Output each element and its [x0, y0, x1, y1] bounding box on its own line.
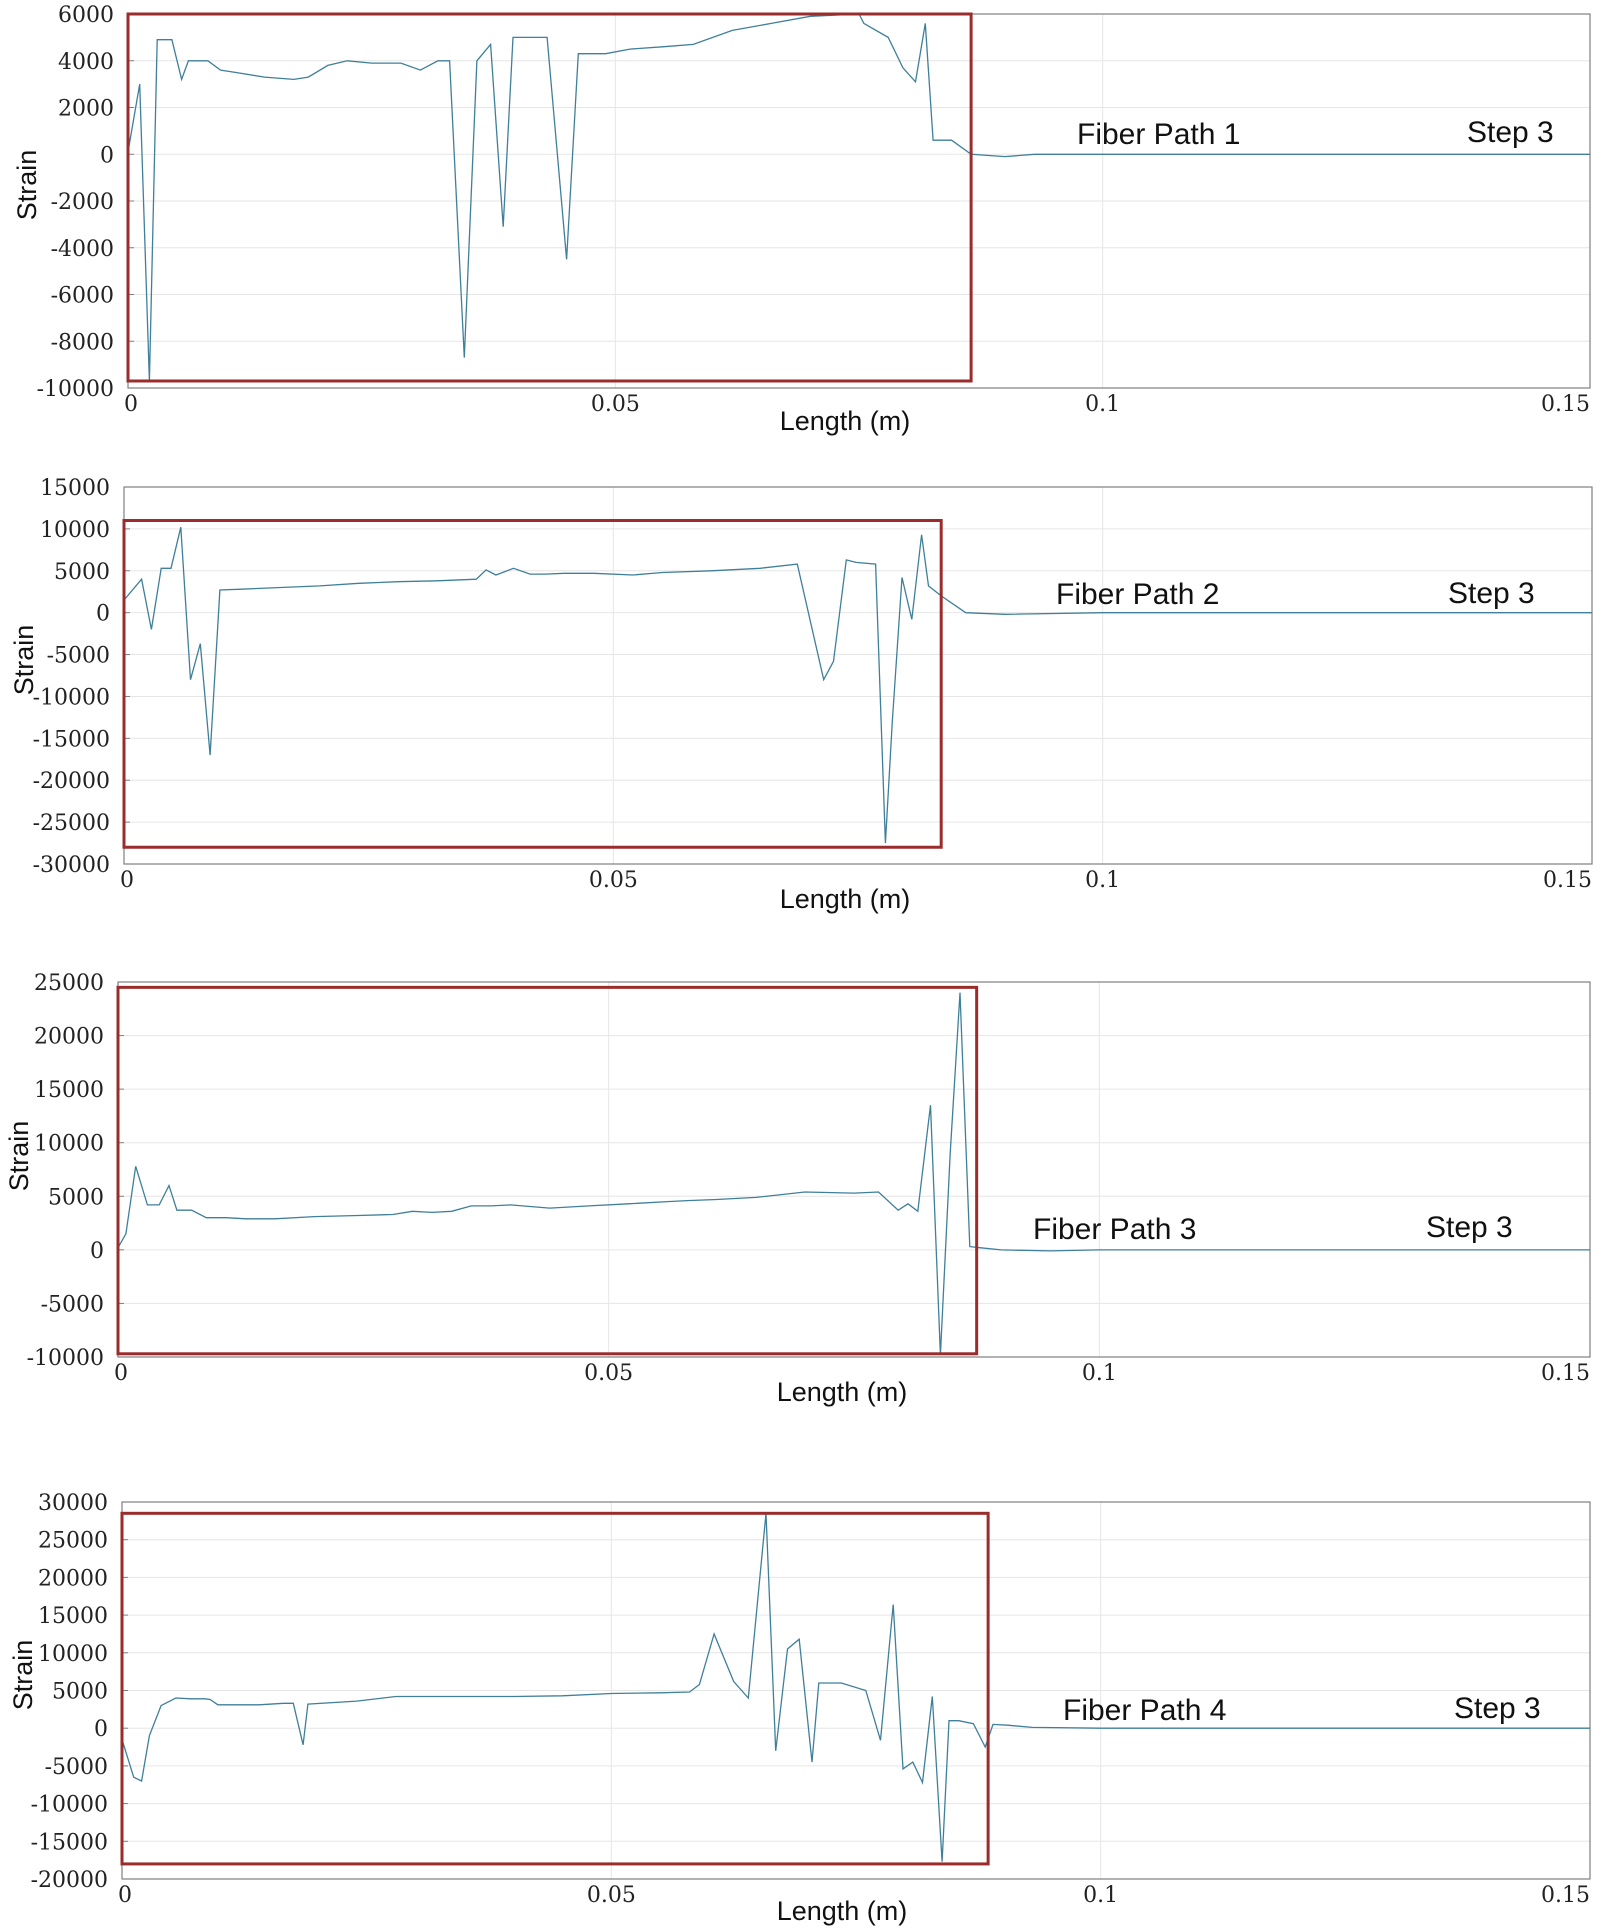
fiber-path-3-chart: 25000 20000 15000 10000 5000 0 -5000 -10000 0 0.0…	[4, 971, 1591, 1407]
chart-3-ytick-label: 20000	[34, 1025, 104, 1050]
chart-4-ytick-label: 30000	[38, 1491, 108, 1516]
chart-4-xlabel: Length (m)	[777, 1896, 908, 1926]
fiber-path-2-chart: 15000 10000 5000 0 -5000 -10000 -15000 -20000 -2…	[9, 476, 1593, 914]
chart-1-ytick-label: -4000	[51, 237, 114, 262]
chart-4-path-annotation: Fiber Path 4	[1063, 1694, 1226, 1727]
chart-3-ytick-label: 0	[90, 1239, 104, 1264]
chart-4-ytick-label: -15000	[31, 1830, 108, 1855]
chart-2-xtick-label: 0.15	[1543, 868, 1592, 893]
chart-1-ytick-label: -8000	[51, 330, 114, 355]
chart-2-ytick-label: -15000	[33, 727, 110, 752]
chart-3-ylabel: Strain	[4, 1121, 34, 1192]
fiber-path-4-chart: 30000 25000 20000 15000 10000 5000 0 -5000 -1000…	[8, 1491, 1591, 1926]
chart-4-ytick-label: 10000	[38, 1642, 108, 1667]
chart-4-xtick-label: 0.1	[1083, 1883, 1118, 1908]
chart-2-ytick-label: 0	[96, 602, 110, 627]
chart-4-series-line	[121, 1513, 1590, 1862]
chart-1-ytick-label: 2000	[58, 97, 114, 122]
chart-4-ylabel: Strain	[8, 1640, 38, 1711]
chart-1-xlabel: Length (m)	[780, 406, 911, 436]
chart-1-ytick-label: -2000	[51, 190, 114, 215]
chart-1-xtick-label: 0.15	[1541, 392, 1590, 417]
chart-4-xtick-label: 0.15	[1541, 1883, 1590, 1908]
chart-1-step-annotation: Step 3	[1467, 116, 1554, 149]
chart-2-step-annotation: Step 3	[1448, 577, 1535, 610]
chart-3-xtick-label: 0	[114, 1361, 128, 1386]
chart-2-ytick-label: -25000	[33, 811, 110, 836]
chart-3-ytick-label: 15000	[34, 1078, 104, 1103]
chart-1-ytick-label: 6000	[58, 3, 114, 28]
chart-1-ytick-label: 0	[100, 143, 114, 168]
chart-2-xtick-label: 0.1	[1085, 868, 1120, 893]
chart-2-ytick-label: -20000	[33, 769, 110, 794]
chart-4-ytick-label: 25000	[38, 1529, 108, 1554]
chart-3-highlight-box	[116, 985, 979, 1356]
chart-1-xtick-label: 0.1	[1085, 392, 1120, 417]
chart-2-ytick-label: -30000	[33, 853, 110, 878]
chart-1-xtick-label: 0	[124, 392, 138, 417]
chart-3-xtick-label: 0.1	[1082, 1361, 1117, 1386]
chart-3-xtick-label: 0.15	[1541, 1361, 1590, 1386]
chart-3-ytick-label: 10000	[34, 1132, 104, 1157]
chart-4-ytick-label: -20000	[31, 1868, 108, 1893]
chart-2-xlabel: Length (m)	[780, 884, 911, 914]
chart-1-ytick-label: 4000	[58, 50, 114, 75]
chart-1-path-annotation: Fiber Path 1	[1077, 118, 1240, 151]
chart-4-highlight-box	[120, 1511, 990, 1866]
chart-3-ytick-label: 25000	[34, 971, 104, 996]
chart-3-plot-frame	[117, 981, 1591, 1358]
fiber-path-1-chart: 6000 4000 2000 0 -2000 -4000 -6000 -8000 -10000 0…	[12, 3, 1591, 436]
chart-2-xtick-label: 0.05	[589, 868, 638, 893]
chart-2-ytick-label: -10000	[33, 685, 110, 710]
chart-4-ytick-label: 20000	[38, 1566, 108, 1591]
chart-3-ytick-label: -10000	[27, 1346, 104, 1371]
chart-1-ytick-label: -10000	[37, 377, 114, 402]
chart-4-step-annotation: Step 3	[1454, 1692, 1541, 1725]
chart-2-ytick-label: 15000	[40, 476, 110, 501]
chart-3-path-annotation: Fiber Path 3	[1033, 1213, 1196, 1246]
chart-2-ytick-label: -5000	[47, 644, 110, 669]
chart-4-ytick-label: 15000	[38, 1604, 108, 1629]
chart-2-plot-frame	[123, 486, 1593, 865]
chart-3-ytick-label: -5000	[41, 1292, 104, 1317]
chart-1-series-line	[127, 13, 1590, 382]
chart-2-ylabel: Strain	[9, 625, 39, 696]
chart-4-ytick-label: -5000	[45, 1755, 108, 1780]
chart-4-ytick-label: -10000	[31, 1793, 108, 1818]
chart-2-ytick-label: 10000	[40, 518, 110, 543]
chart-4-ytick-label: 5000	[52, 1680, 108, 1705]
chart-3-xlabel: Length (m)	[777, 1377, 908, 1407]
chart-4-ytick-label: 0	[94, 1717, 108, 1742]
chart-3-ytick-label: 5000	[48, 1185, 104, 1210]
chart-1-xtick-label: 0.05	[591, 392, 640, 417]
chart-2-ytick-label: 5000	[54, 560, 110, 585]
chart-2-series-line	[123, 527, 1592, 844]
chart-1-ylabel: Strain	[12, 150, 42, 221]
chart-2-xtick-label: 0	[120, 868, 134, 893]
chart-3-series-line	[117, 992, 1590, 1355]
chart-3-xtick-label: 0.05	[584, 1361, 633, 1386]
chart-4-xtick-label: 0.05	[587, 1883, 636, 1908]
chart-2-path-annotation: Fiber Path 2	[1056, 578, 1219, 611]
chart-2-highlight-box	[122, 519, 943, 849]
chart-1-ytick-label: -6000	[51, 284, 114, 309]
chart-1-highlight-box	[126, 12, 973, 383]
chart-4-xtick-label: 0	[118, 1883, 132, 1908]
chart-3-step-annotation: Step 3	[1426, 1211, 1513, 1244]
